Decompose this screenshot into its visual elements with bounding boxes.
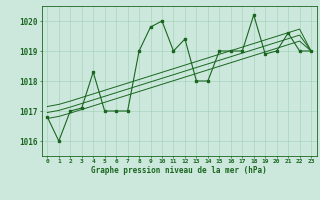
X-axis label: Graphe pression niveau de la mer (hPa): Graphe pression niveau de la mer (hPa): [91, 166, 267, 175]
